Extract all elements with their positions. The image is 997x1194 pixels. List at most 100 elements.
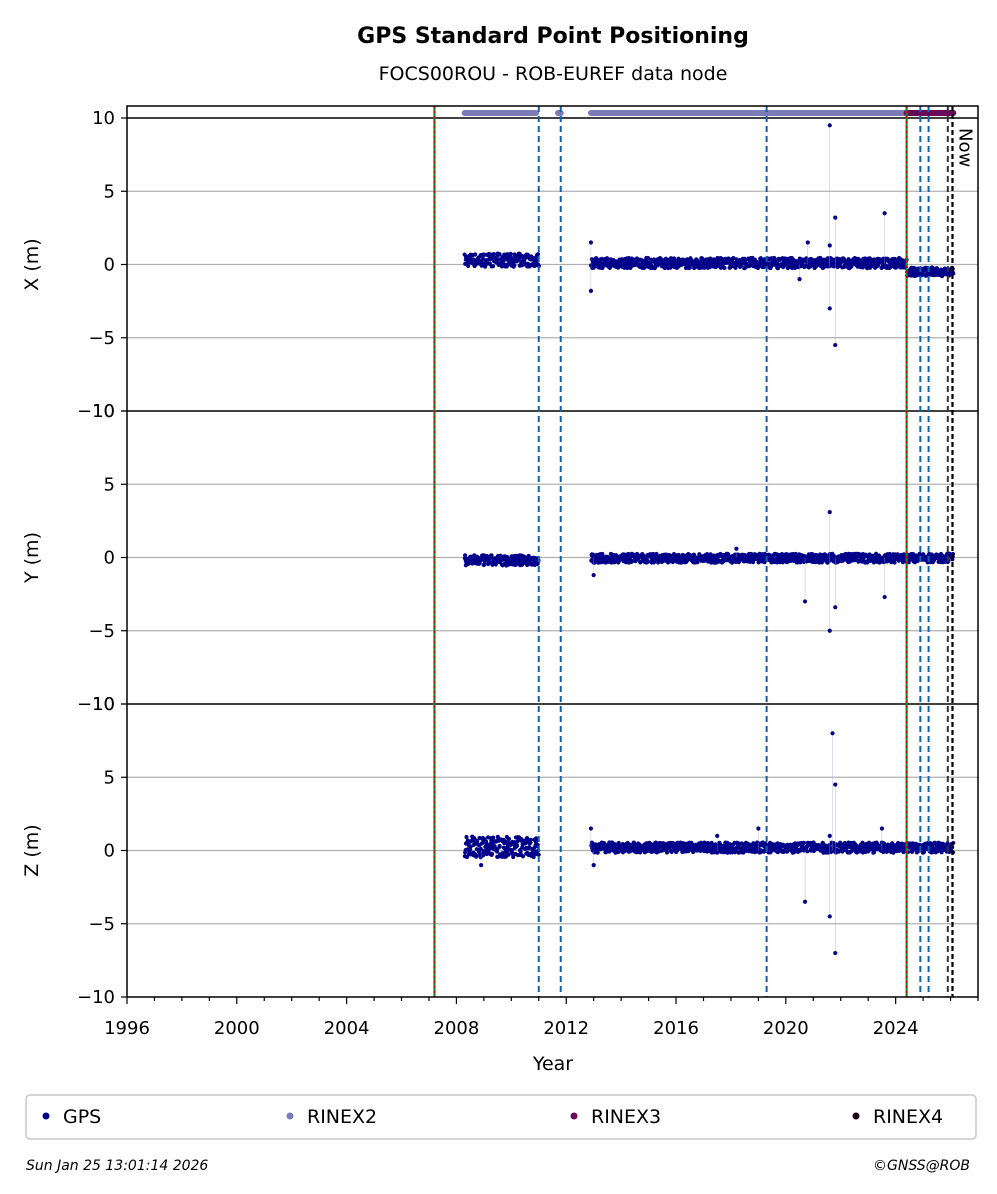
gps-outlier-point bbox=[882, 211, 887, 216]
gps-point bbox=[462, 553, 468, 558]
gps-outlier-point bbox=[591, 863, 596, 868]
gps-point bbox=[497, 252, 502, 257]
y-tick-label: −5 bbox=[88, 914, 115, 935]
gps-point bbox=[600, 551, 605, 557]
gps-point bbox=[645, 559, 650, 564]
gps-outlier-point bbox=[588, 288, 594, 293]
gps-outlier-point bbox=[882, 594, 887, 600]
gps-point bbox=[849, 264, 854, 269]
gps-outlier-point bbox=[833, 605, 838, 610]
y-tick-label: 0 bbox=[104, 841, 115, 862]
gps-point bbox=[482, 562, 487, 567]
gps-point bbox=[733, 265, 738, 270]
gps-outlier-point bbox=[756, 826, 761, 831]
gps-outlier-point bbox=[797, 277, 802, 282]
x-tick-label: 2012 bbox=[543, 1018, 589, 1039]
gps-outlier-point bbox=[833, 215, 838, 220]
gps-outlier-point bbox=[879, 826, 885, 831]
x-tick-label: 2000 bbox=[214, 1018, 260, 1039]
panel-2: −10 −5 0 5 10 Y (m) bbox=[21, 401, 978, 715]
gps-point bbox=[718, 265, 723, 270]
gps-point bbox=[591, 265, 596, 270]
legend-marker bbox=[852, 1112, 860, 1120]
gps-outlier-point bbox=[833, 950, 838, 956]
plot-area: −10 −5 0 5 10 X (m)−10 −5 0 5 10 Y (m)−10 −5 0 5 10 Z (… bbox=[21, 105, 979, 1039]
legend: GPS RINEX2 RINEX3 RINEX4 bbox=[25, 1094, 977, 1140]
gps-outlier-point bbox=[830, 731, 835, 736]
gps-point bbox=[695, 560, 700, 565]
y-tick-label: −5 bbox=[88, 621, 115, 642]
gps-outlier-point bbox=[715, 833, 720, 838]
x-tick-label: 1996 bbox=[104, 1018, 150, 1039]
x-tick-label: 2024 bbox=[873, 1018, 919, 1039]
x-tick-label: 2016 bbox=[653, 1018, 699, 1039]
y-tick-label: −5 bbox=[88, 328, 115, 349]
y-tick-label: 5 bbox=[104, 181, 115, 202]
y-tick-label: 5 bbox=[104, 474, 115, 495]
gps-point bbox=[687, 265, 692, 270]
x-axis-label: Year bbox=[532, 1053, 573, 1075]
gps-point bbox=[497, 843, 502, 849]
y-tick-label: 5 bbox=[104, 767, 115, 788]
panel-1: −10 −5 0 5 10 X (m) bbox=[21, 108, 978, 422]
gps-point bbox=[525, 562, 530, 568]
gps-outlier-point bbox=[588, 826, 594, 831]
gps-point bbox=[607, 265, 612, 271]
legend-label: RINEX4 bbox=[873, 1106, 943, 1128]
gps-outlier-point bbox=[827, 628, 832, 633]
gps-point bbox=[520, 854, 526, 859]
y-tick-label: 10 bbox=[92, 401, 115, 422]
gps-outlier-point bbox=[805, 240, 810, 245]
gps-point bbox=[813, 264, 818, 269]
x-tick-label: 2004 bbox=[324, 1018, 370, 1039]
gps-point bbox=[535, 252, 541, 257]
plot-frame bbox=[126, 105, 979, 998]
gps-point bbox=[676, 552, 681, 558]
gps-outlier-point bbox=[827, 243, 832, 248]
gps-outlier-point bbox=[802, 599, 808, 604]
gps-point bbox=[662, 265, 667, 271]
legend-marker bbox=[570, 1112, 578, 1120]
footer-credit: ©GNSS@ROB bbox=[873, 1158, 970, 1174]
gps-point bbox=[819, 560, 825, 565]
x-tick-label: 2008 bbox=[434, 1018, 480, 1039]
gps-point bbox=[645, 255, 651, 261]
gps-point bbox=[892, 560, 897, 565]
gps-point bbox=[699, 256, 705, 261]
gps-point bbox=[489, 851, 495, 857]
y-axis-label: Z (m) bbox=[21, 824, 43, 876]
legend-box bbox=[25, 1094, 977, 1140]
gps-outlier-point bbox=[827, 833, 832, 838]
gps-outlier-point bbox=[827, 306, 832, 311]
gps-point bbox=[491, 835, 496, 840]
y-tick-label: 0 bbox=[104, 548, 115, 569]
panel-3: −10 −5 0 5 10 Z (m) bbox=[21, 694, 978, 1008]
gps-outlier-point bbox=[827, 914, 832, 919]
y-tick-label: 0 bbox=[104, 255, 115, 276]
gps-outlier-point bbox=[833, 782, 838, 787]
legend-marker bbox=[286, 1112, 294, 1120]
gps-point bbox=[466, 263, 471, 269]
gps-point bbox=[528, 837, 533, 842]
gps-point bbox=[801, 840, 807, 845]
y-axis-label: Y (m) bbox=[21, 532, 43, 584]
chart-title: GPS Standard Point Positioning bbox=[357, 24, 749, 49]
legend-label: RINEX2 bbox=[307, 1106, 377, 1128]
gps-point bbox=[508, 252, 513, 257]
y-tick-label: −10 bbox=[77, 401, 115, 422]
y-tick-label: 10 bbox=[92, 694, 115, 715]
gps-outlier-point bbox=[588, 240, 594, 245]
gps-outlier-point bbox=[827, 509, 832, 515]
gps-outlier-point bbox=[734, 546, 739, 551]
legend-label: RINEX3 bbox=[591, 1106, 661, 1128]
y-axis-label: X (m) bbox=[21, 238, 43, 290]
gps-point bbox=[480, 256, 486, 261]
gps-outlier-point bbox=[802, 899, 808, 904]
gps-point bbox=[516, 258, 522, 263]
gps-outlier-point bbox=[827, 123, 832, 128]
gps-point bbox=[911, 265, 917, 271]
gps-outlier-point bbox=[833, 342, 838, 348]
legend-marker bbox=[42, 1112, 50, 1120]
gps-point bbox=[506, 836, 512, 841]
